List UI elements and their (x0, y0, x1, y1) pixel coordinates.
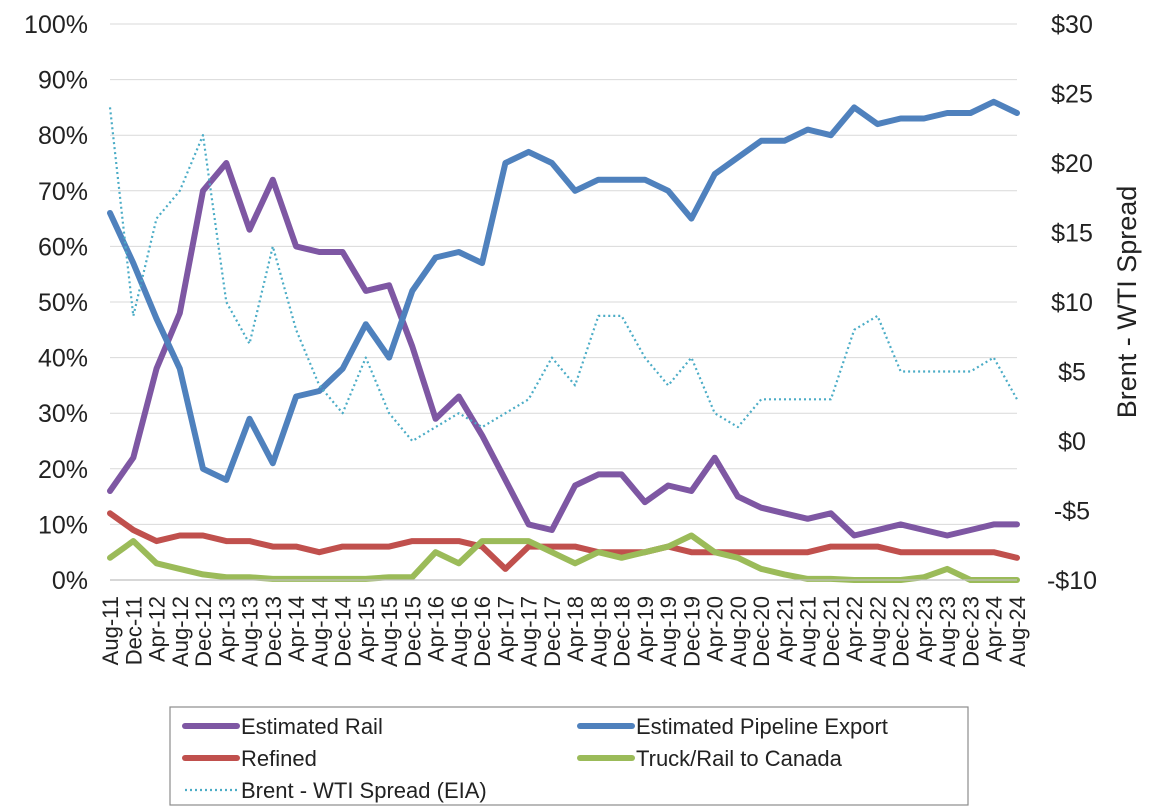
x-tick-label: Apr-22 (842, 596, 867, 662)
series-line (107, 160, 1020, 539)
x-tick-label: Aug-15 (377, 596, 402, 667)
y2-tick-label: $0 (1058, 428, 1086, 456)
x-tick-label: Dec-15 (400, 596, 425, 667)
x-tick-label: Dec-13 (261, 596, 286, 667)
x-tick-label: Apr-18 (563, 596, 588, 662)
legend-label: Estimated Pipeline Export (636, 714, 888, 739)
y-tick-label: 90% (38, 67, 88, 95)
x-tick-label: Apr-13 (214, 596, 239, 662)
right-axis-title: Brent - WTI Spread (1112, 186, 1142, 419)
x-tick-label: Apr-19 (633, 596, 658, 662)
x-tick-label: Dec-12 (191, 596, 216, 667)
y-tick-label: 30% (38, 400, 88, 428)
x-tick-label: Dec-14 (331, 596, 356, 667)
y2-tick-label: $20 (1051, 150, 1093, 178)
x-tick-label: Aug-16 (447, 596, 472, 667)
x-tick-label: Apr-14 (284, 596, 309, 662)
axes: 0% 10% 20% 30% 40% 50% 60% 70% 80% 90% 100% -$10 -$5… (24, 11, 1097, 667)
x-tick-label: Aug-18 (586, 596, 611, 667)
legend-label: Refined (241, 746, 317, 771)
x-tick-label: Dec-19 (679, 596, 704, 667)
y2-tick-label: -$10 (1047, 567, 1097, 595)
gridlines (110, 23, 1017, 525)
x-tick-label: Apr-17 (493, 596, 518, 662)
x-tick-label: Dec-21 (819, 596, 844, 667)
x-tick-label: Aug-13 (238, 596, 263, 667)
series-line (107, 510, 1020, 572)
y2-tick-label: $10 (1051, 289, 1093, 317)
x-tick-label: Aug-11 (98, 596, 123, 665)
y2-tick-label: -$5 (1054, 498, 1090, 526)
x-tick-label: Apr-23 (912, 596, 937, 662)
x-tick-label: Apr-16 (424, 596, 449, 662)
x-tick-label: Aug-12 (168, 596, 193, 667)
y2-tick-label: $25 (1051, 81, 1093, 109)
y2-tick-label: $15 (1051, 220, 1093, 248)
x-tick-label: Aug-21 (796, 596, 821, 667)
x-tick-label: Dec-17 (540, 596, 565, 667)
y-tick-label: 50% (38, 289, 88, 317)
series-group (107, 98, 1020, 583)
x-tick-label: Aug-17 (517, 596, 542, 667)
y-tick-label: 0% (52, 567, 88, 595)
legend-box (169, 706, 969, 806)
x-tick-label: Apr-12 (145, 596, 170, 662)
y-tick-label: 70% (38, 178, 88, 206)
x-tick-label: Apr-21 (772, 596, 797, 662)
x-tick-label: Aug-19 (656, 596, 681, 667)
legend: Estimated Rail Estimated Pipeline Export R… (182, 714, 888, 803)
x-tick-label: Dec-11 (121, 596, 146, 665)
legend-label: Truck/Rail to Canada (636, 746, 843, 771)
x-tick-label: Dec-18 (610, 596, 635, 667)
legend-label: Estimated Rail (241, 714, 383, 739)
x-tick-label: Dec-16 (470, 596, 495, 667)
x-tick-label: Apr-15 (354, 596, 379, 662)
x-tick-label: Aug-22 (865, 596, 890, 667)
series-line (108, 107, 1018, 443)
x-tick-label: Aug-23 (935, 596, 960, 667)
y-tick-label: 10% (38, 511, 88, 539)
x-tick-label: Aug-20 (726, 596, 751, 667)
series-line (107, 98, 1020, 483)
y-tick-label: 80% (38, 122, 88, 150)
x-tick-label: Apr-24 (982, 596, 1007, 662)
x-tick-label: Dec-20 (749, 596, 774, 667)
y-tick-label: 20% (38, 456, 88, 484)
x-tick-label: Dec-22 (889, 596, 914, 667)
x-tick-label: Aug-24 (1005, 596, 1030, 667)
y2-tick-label: $5 (1058, 359, 1086, 387)
y-tick-label: 60% (38, 233, 88, 261)
legend-label: Brent - WTI Spread (EIA) (241, 778, 487, 803)
x-tick-label: Apr-20 (703, 596, 728, 662)
y-tick-label: 40% (38, 345, 88, 373)
x-tick-label: Aug-14 (307, 596, 332, 667)
y2-tick-label: $30 (1051, 11, 1093, 39)
x-tick-label: Dec-23 (958, 596, 983, 667)
y-tick-label: 100% (24, 11, 88, 39)
